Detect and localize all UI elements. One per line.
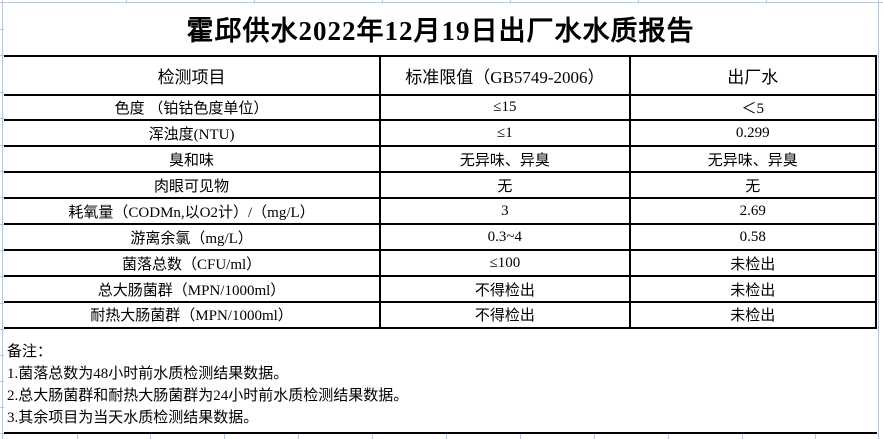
gridline [150, 434, 151, 439]
cell-limit: 不得检出 [379, 303, 628, 327]
gridline [0, 29, 4, 30]
cell-item: 游离余氯（mg/L） [130, 230, 253, 247]
cell-item: 耗氧量（CODMn,以O2计）/（mg/L） [68, 204, 315, 221]
gridline [510, 0, 511, 3]
cell-value: ＜5 [628, 95, 875, 120]
cell-limit: 无异味、异臭 [379, 147, 628, 172]
table-row: 总大肠菌群（MPN/1000ml） 不得检出 未检出 [4, 275, 875, 301]
gridline [0, 355, 4, 356]
note-line-3: 3.其余项目为当天水质检测结果数据。 [7, 410, 259, 426]
gridline [0, 2, 883, 3]
cell-value: 未检出 [628, 277, 875, 301]
gridline [372, 434, 373, 439]
header-cell-standard-limit: 标准限值（GB5749-2006） [379, 57, 628, 94]
gridline [766, 0, 767, 3]
table-body: 色度 （铂钴色度单位） ≤15 ＜5 浑浊度(NTU) ≤1 0.299 臭和味 无异味、异臭… [4, 93, 875, 328]
table-row: 游离余氯（mg/L） 0.3~4 0.58 [4, 223, 875, 250]
gridline [668, 434, 669, 439]
table-row: 肉眼可见物 无无 [4, 171, 875, 198]
table-row: 色度 （铂钴色度单位） ≤15 ＜5 [4, 93, 875, 120]
note-line-1: 1.菌落总数为48小时前水质检测结果数据。 [7, 366, 289, 382]
note-line-2: 2.总大肠菌群和耐热大肠菌群为24小时前水质检测结果数据。 [7, 388, 409, 404]
cell-item: 总大肠菌群（MPN/1000ml） [97, 282, 286, 299]
cell-item: 臭和味 [169, 152, 215, 169]
gridline [594, 434, 595, 439]
cell-value: 无 [628, 173, 875, 198]
notes-bottom-border [4, 432, 877, 434]
gridline [126, 0, 127, 3]
gridline [0, 118, 4, 119]
cell-item: 耐热大肠菌群（MPN/1000ml） [90, 308, 293, 325]
cell-value: 0.299 [628, 121, 875, 146]
header-cell-item: 检测项目 [157, 67, 226, 87]
cell-item: 色度 （铂钴色度单位） [114, 100, 269, 117]
cell-item: 浑浊度(NTU) [148, 126, 235, 143]
gridline [382, 0, 383, 3]
cell-value: 2.69 [628, 199, 875, 224]
cell-value: 未检出 [628, 251, 875, 276]
gridline [0, 224, 4, 225]
table-row: 臭和味 无异味、异臭 无异味、异臭 [4, 145, 875, 172]
notes-block: 备注： 1.菌落总数为48小时前水质检测结果数据。 2.总大肠菌群和耐热大肠菌群… [7, 341, 408, 429]
table-header-row: 检测项目 标准限值（GB5749-2006） 出厂水 [4, 57, 875, 94]
gridline [520, 434, 521, 439]
gridline [0, 171, 4, 172]
gridline [0, 433, 4, 434]
cell-value: 无异味、异臭 [628, 147, 875, 172]
gridline [0, 407, 4, 408]
cell-value: 未检出 [628, 303, 875, 327]
report-title: 霍邱供水2022年12月19日出厂水水质报告 [186, 16, 695, 46]
gridline [0, 145, 4, 146]
cell-limit: 3 [379, 199, 628, 224]
cell-limit: ≤15 [379, 95, 628, 120]
gridline [638, 0, 639, 3]
gridline [224, 434, 225, 439]
cell-item: 肉眼可见物 [154, 178, 230, 195]
gridline [0, 55, 4, 56]
cell-limit: ≤100 [379, 251, 628, 276]
gridline [0, 92, 4, 93]
cell-item: 菌落总数（CFU/ml） [121, 256, 262, 273]
table-row: 耐热大肠菌群（MPN/1000ml） 不得检出 未检出 [4, 301, 875, 327]
gridline [815, 434, 816, 439]
cell-value: 0.58 [628, 225, 875, 250]
gridline [0, 381, 4, 382]
gridline [0, 276, 4, 277]
gridline [254, 0, 255, 3]
cell-limit: 无 [379, 173, 628, 198]
gridline [2, 0, 3, 439]
cell-limit: 0.3~4 [379, 225, 628, 250]
gridline [742, 434, 743, 439]
gridline [878, 0, 879, 439]
gridline [0, 250, 4, 251]
notes-label: 备注： [7, 344, 53, 360]
gridline [0, 197, 4, 198]
header-cell-outlet-water: 出厂水 [628, 57, 875, 94]
table-row: 浑浊度(NTU) ≤1 0.299 [4, 119, 875, 146]
water-quality-table: 检测项目 标准限值（GB5749-2006） 出厂水 色度 （铂钴色度单位） ≤1… [4, 55, 877, 329]
gridline [0, 329, 4, 330]
gridline [446, 434, 447, 439]
cell-limit: 不得检出 [379, 277, 628, 301]
table-row: 菌落总数（CFU/ml） ≤100 未检出 [4, 249, 875, 276]
table-row: 耗氧量（CODMn,以O2计）/（mg/L） 3 2.69 [4, 197, 875, 224]
gridline [298, 434, 299, 439]
gridline [0, 303, 4, 304]
gridline [77, 434, 78, 439]
cell-limit: ≤1 [379, 121, 628, 146]
